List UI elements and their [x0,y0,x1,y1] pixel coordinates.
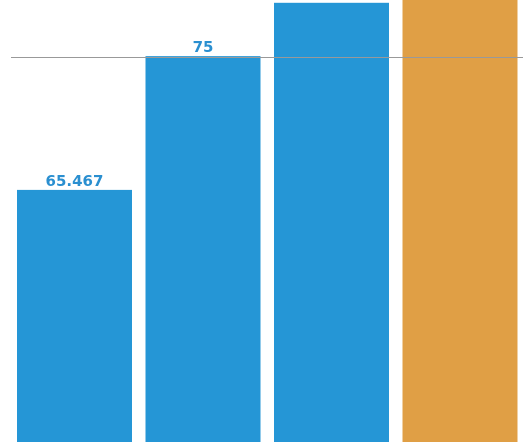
bar [17,189,132,442]
value-label: 65.467 [46,172,104,190]
bar [402,0,518,442]
bar [145,56,261,442]
bar [274,2,389,442]
value-label: 75 [193,38,214,56]
